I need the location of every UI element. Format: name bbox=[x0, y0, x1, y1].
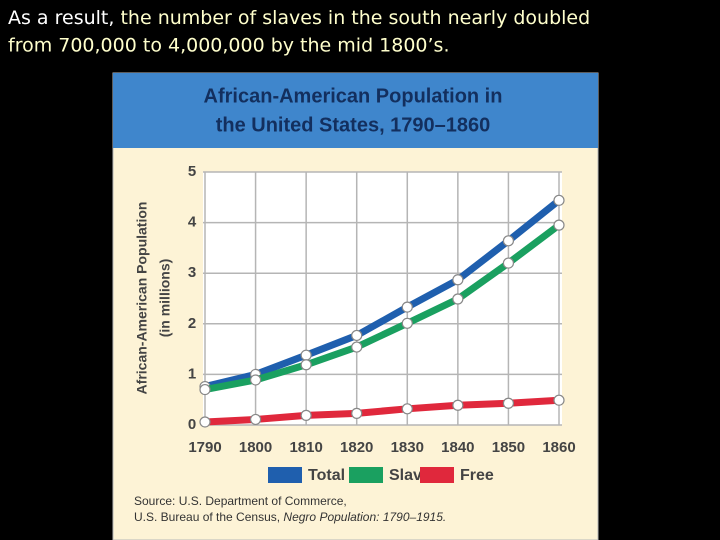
series-line bbox=[204, 222, 562, 394]
data-point bbox=[199, 416, 211, 428]
x-tick-label: 1830 bbox=[391, 439, 424, 456]
data-point bbox=[452, 399, 464, 411]
title-band bbox=[113, 73, 598, 148]
data-point bbox=[300, 359, 312, 371]
caption-part: the number of slaves in the south nearly… bbox=[120, 7, 590, 29]
legend-swatch bbox=[349, 467, 383, 483]
y-tick-label: 4 bbox=[188, 214, 197, 231]
data-point bbox=[351, 329, 363, 342]
data-point bbox=[401, 403, 413, 415]
source-note: Source: U.S. Department of Commerce, bbox=[134, 494, 347, 508]
x-tick-label: 1850 bbox=[492, 439, 525, 456]
x-tick-label: 1860 bbox=[542, 439, 575, 456]
y-tick-label: 0 bbox=[188, 416, 196, 433]
x-tick-label: 1820 bbox=[340, 439, 373, 456]
legend-label: Total bbox=[308, 467, 345, 484]
source-part: Negro Population: 1790–1915. bbox=[283, 510, 446, 524]
x-tick-label: 1840 bbox=[441, 439, 474, 456]
data-point bbox=[502, 235, 515, 247]
source-part: U.S. Bureau of the Census, bbox=[134, 510, 283, 524]
data-point bbox=[351, 341, 363, 353]
series-line bbox=[204, 197, 562, 390]
plot-area bbox=[203, 172, 562, 425]
data-point bbox=[553, 194, 565, 206]
data-point bbox=[452, 274, 464, 286]
caption-part: As a result, bbox=[8, 7, 114, 29]
data-point bbox=[199, 383, 211, 396]
legend-swatch bbox=[268, 467, 302, 483]
chart-title: the United States, 1790–1860 bbox=[216, 114, 491, 136]
legend-swatch bbox=[420, 467, 454, 483]
y-axis-label: African-American Population bbox=[134, 202, 150, 395]
data-point bbox=[401, 317, 413, 329]
data-point bbox=[553, 394, 565, 406]
data-point bbox=[553, 219, 565, 231]
legend-label: Free bbox=[460, 467, 494, 484]
data-point bbox=[300, 409, 312, 421]
data-point bbox=[452, 293, 464, 305]
y-axis-label: (in millions) bbox=[157, 259, 173, 338]
y-tick-label: 5 bbox=[188, 163, 196, 180]
data-point bbox=[502, 397, 515, 409]
caption-line: from 700,000 to 4,000,000 by the mid 180… bbox=[8, 35, 450, 57]
caption-line: As a result, the number of slaves in the… bbox=[8, 7, 590, 29]
data-point bbox=[249, 413, 262, 426]
y-tick-label: 1 bbox=[188, 365, 196, 382]
chart-title: African-American Population in bbox=[204, 85, 503, 107]
x-tick-label: 1800 bbox=[239, 439, 272, 456]
data-point bbox=[401, 301, 413, 313]
x-tick-label: 1810 bbox=[289, 439, 322, 456]
series-line bbox=[204, 396, 560, 426]
data-point bbox=[351, 407, 363, 419]
data-point bbox=[300, 349, 312, 361]
y-tick-label: 2 bbox=[188, 315, 196, 332]
data-point bbox=[249, 374, 262, 386]
source-note: U.S. Bureau of the Census, Negro Populat… bbox=[134, 510, 446, 524]
data-point bbox=[502, 257, 515, 269]
x-tick-label: 1790 bbox=[188, 439, 221, 456]
y-tick-label: 3 bbox=[188, 264, 196, 281]
